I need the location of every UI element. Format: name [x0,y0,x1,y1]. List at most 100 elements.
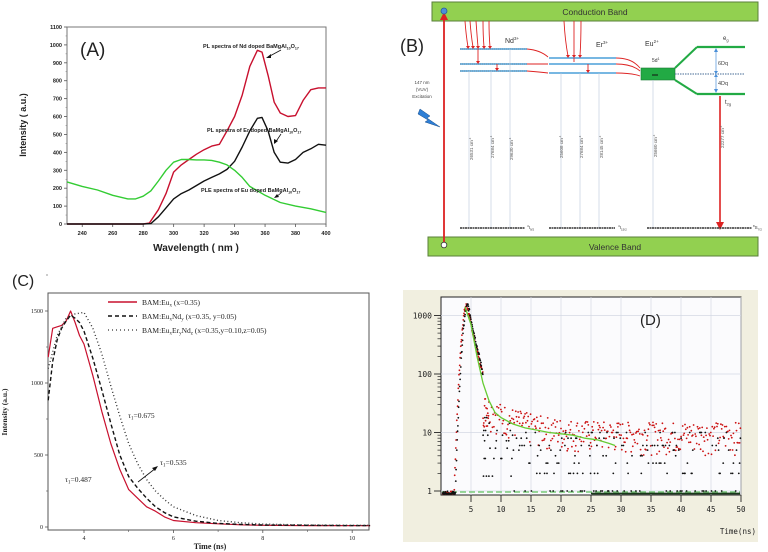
scatter-point [635,490,637,492]
scatter-point [564,431,567,434]
y-tick-label: 200 [53,186,62,192]
scatter-point [511,457,513,460]
electron-icon [440,7,448,15]
scatter-point [550,424,553,426]
x-tick-label: 20 [556,505,566,514]
scatter-point [488,475,490,477]
scatter-point [495,433,498,435]
scatter-point [467,309,470,312]
scatter-point [623,490,626,492]
scatter-point [547,427,550,430]
scatter-point [579,490,582,492]
energy-transfer-arrows-er-eu [615,57,641,77]
scatter-point [631,454,633,457]
scatter-point [535,427,537,430]
scatter-point [730,436,733,439]
scatter-point [589,454,591,457]
scatter-point [613,436,615,438]
scatter-point [561,442,564,444]
scatter-point [642,434,644,436]
scatter-point [711,425,714,428]
scatter-point [539,472,541,475]
nd-relaxation-arrows [464,20,498,69]
scatter-point [574,444,577,447]
scatter-point [554,454,557,457]
y-tick-label: 1500 [31,309,43,315]
scatter-point [617,426,619,428]
scatter-point [538,444,541,447]
scatter-point [735,429,738,432]
scatter-point [589,441,592,444]
scatter-point [651,444,654,447]
scatter-point [463,324,465,326]
scatter-point [541,439,544,442]
scatter-point [473,335,476,337]
scatter-point [561,490,564,492]
scatter-point [553,472,555,475]
scatter-point [516,420,519,423]
scatter-point [695,442,698,445]
scatter-point [649,423,651,426]
scatter-point [627,421,629,424]
scatter-point [524,413,526,415]
scatter-point [485,414,488,417]
x-tick-label: 380 [291,231,300,237]
x-tick-label: 320 [200,231,209,237]
scatter-point [723,425,726,428]
scatter-point [698,427,701,429]
scatter-point [727,449,730,451]
scatter-point [458,369,461,372]
scatter-point [528,425,530,428]
scatter-point [648,422,650,424]
scatter-point [556,462,558,464]
scatter-point [616,422,619,425]
scatter-point [730,472,732,475]
scatter-point [588,444,590,447]
scatter-point [656,453,658,455]
scatter-point [478,353,481,356]
scatter-point [552,422,555,425]
scatter-point [546,447,548,450]
scatter-point [469,316,472,318]
wavenumber-label: 25608 cm-1 [558,135,564,158]
er-levels [549,57,616,74]
scatter-point [573,462,576,464]
x-tick-label: 300 [169,231,178,237]
scatter-point [479,359,482,362]
scatter-point [572,472,575,475]
scatter-point [602,454,604,457]
scatter-point [707,452,710,455]
scatter-point [456,439,459,441]
scatter-point [620,444,623,447]
excitation-line-1: 147 nm [414,80,429,85]
scatter-point [628,424,630,427]
scatter-point [508,415,511,417]
scatter-point [453,474,456,477]
scatter-point [500,410,503,413]
scatter-point [456,430,459,433]
scatter-point [598,424,601,427]
scatter-point [587,424,590,426]
scatter-point [580,444,583,447]
y-tick-label: 0 [59,222,62,228]
scatter-series-1 [441,303,742,495]
scatter-point [666,441,668,444]
scatter-point [453,488,456,491]
scatter-point [603,429,606,431]
scatter-point [550,449,552,451]
wavenumber-label: 25660 cm-1 [652,134,658,157]
scatter-point [669,441,672,443]
scatter-point [684,472,686,475]
scatter-point [542,422,544,425]
y-tick-label: 600 [53,115,62,121]
scatter-point [589,447,591,450]
nd-ground-state: 4I9/2 [527,224,534,232]
scatter-point [553,419,556,421]
scatter-point [546,472,548,475]
scatter-point [619,437,622,440]
scatter-point [525,437,528,440]
scatter-point [568,431,571,434]
panel-b-energy-diagram: (B) Conduction Band Valence Band 147 nm … [400,1,762,257]
scatter-point [681,425,684,427]
series-line-1 [67,116,327,225]
